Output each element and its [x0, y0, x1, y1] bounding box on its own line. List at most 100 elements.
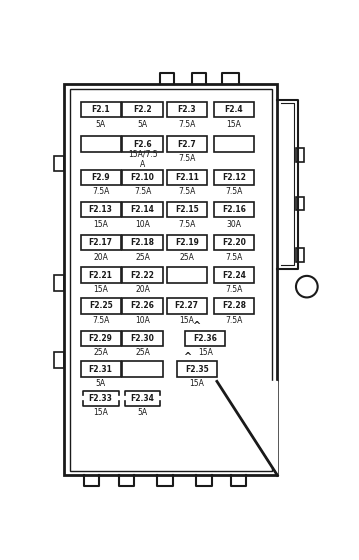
Bar: [122, 361, 163, 377]
Bar: [167, 202, 207, 217]
Bar: [214, 102, 254, 117]
Text: 15A: 15A: [198, 348, 213, 357]
Bar: [122, 102, 163, 117]
Bar: [122, 298, 163, 314]
Bar: [122, 235, 163, 250]
Text: 7.5A: 7.5A: [178, 155, 195, 164]
Bar: [296, 148, 304, 162]
Text: F2.6: F2.6: [133, 139, 152, 149]
Text: 15A: 15A: [189, 379, 204, 388]
Bar: [54, 275, 64, 291]
Text: F2.11: F2.11: [175, 173, 199, 182]
Text: 25A: 25A: [93, 348, 108, 357]
Text: 7.5A: 7.5A: [92, 188, 109, 197]
Text: F2.10: F2.10: [131, 173, 154, 182]
Text: 10A: 10A: [135, 316, 150, 325]
Bar: [296, 248, 304, 262]
Bar: [185, 330, 225, 346]
Text: F2.3: F2.3: [177, 105, 196, 114]
Text: F2.27: F2.27: [175, 301, 199, 310]
Text: F2.22: F2.22: [131, 270, 154, 279]
Text: F2.25: F2.25: [89, 301, 113, 310]
Text: 15A: 15A: [93, 408, 108, 417]
Bar: [177, 361, 217, 377]
Text: 30A: 30A: [227, 220, 242, 229]
Text: F2.4: F2.4: [225, 105, 243, 114]
Text: 25A: 25A: [135, 348, 150, 357]
Bar: [64, 84, 278, 475]
Text: F2.18: F2.18: [131, 238, 154, 248]
Polygon shape: [217, 381, 278, 475]
Text: 15A: 15A: [227, 120, 241, 129]
Text: F2.13: F2.13: [89, 205, 113, 214]
Text: 10A: 10A: [135, 220, 150, 229]
Text: F2.7: F2.7: [177, 139, 196, 149]
Bar: [54, 156, 64, 171]
Text: F2.14: F2.14: [131, 205, 154, 214]
Text: F2.29: F2.29: [89, 334, 113, 343]
Text: 5A: 5A: [95, 379, 106, 388]
Bar: [70, 88, 272, 470]
Bar: [80, 330, 121, 346]
Bar: [80, 202, 121, 217]
Text: F2.26: F2.26: [131, 301, 154, 310]
Text: 7.5A: 7.5A: [225, 285, 243, 294]
Text: F2.19: F2.19: [175, 238, 199, 248]
Text: 15A/7.5
A: 15A/7.5 A: [128, 149, 157, 169]
Text: 15A: 15A: [93, 220, 108, 229]
Text: ^: ^: [192, 321, 200, 331]
Text: 20A: 20A: [93, 253, 108, 262]
Text: F2.2: F2.2: [133, 105, 152, 114]
Text: 25A: 25A: [179, 253, 194, 262]
Text: 7.5A: 7.5A: [134, 188, 151, 197]
Bar: [80, 235, 121, 250]
Bar: [80, 298, 121, 314]
Bar: [122, 137, 163, 152]
Text: 7.5A: 7.5A: [178, 220, 195, 229]
Text: F2.35: F2.35: [185, 365, 209, 374]
Text: 7.5A: 7.5A: [225, 316, 243, 325]
Bar: [214, 235, 254, 250]
Text: F2.21: F2.21: [89, 270, 113, 279]
Text: F2.12: F2.12: [222, 173, 246, 182]
Bar: [214, 170, 254, 185]
Bar: [296, 197, 304, 211]
Text: F2.9: F2.9: [91, 173, 110, 182]
Bar: [80, 361, 121, 377]
Bar: [122, 170, 163, 185]
Text: 7.5A: 7.5A: [178, 120, 195, 129]
Text: 5A: 5A: [137, 120, 148, 129]
Text: F2.20: F2.20: [222, 238, 246, 248]
Text: 7.5A: 7.5A: [92, 316, 109, 325]
Text: F2.31: F2.31: [89, 365, 113, 374]
Text: F2.24: F2.24: [222, 270, 246, 279]
Bar: [214, 202, 254, 217]
Bar: [80, 268, 121, 283]
Text: 5A: 5A: [95, 120, 106, 129]
Bar: [214, 268, 254, 283]
Text: 7.5A: 7.5A: [178, 188, 195, 197]
Text: ^: ^: [183, 352, 192, 362]
Bar: [167, 137, 207, 152]
Bar: [167, 102, 207, 117]
Text: F2.34: F2.34: [131, 394, 154, 403]
Text: F2.17: F2.17: [89, 238, 113, 248]
Bar: [122, 330, 163, 346]
Bar: [167, 268, 207, 283]
Text: 15A: 15A: [93, 285, 108, 294]
Text: 15A: 15A: [179, 316, 194, 325]
Bar: [167, 235, 207, 250]
Text: 5A: 5A: [137, 408, 148, 417]
Bar: [167, 170, 207, 185]
Text: 20A: 20A: [135, 285, 150, 294]
Text: 25A: 25A: [135, 253, 150, 262]
Bar: [214, 298, 254, 314]
Text: 7.5A: 7.5A: [225, 188, 243, 197]
Text: F2.28: F2.28: [222, 301, 246, 310]
Text: 7.5A: 7.5A: [225, 253, 243, 262]
Text: F2.33: F2.33: [89, 394, 113, 403]
Bar: [214, 137, 254, 152]
Bar: [122, 268, 163, 283]
Bar: [167, 298, 207, 314]
Bar: [54, 352, 64, 367]
